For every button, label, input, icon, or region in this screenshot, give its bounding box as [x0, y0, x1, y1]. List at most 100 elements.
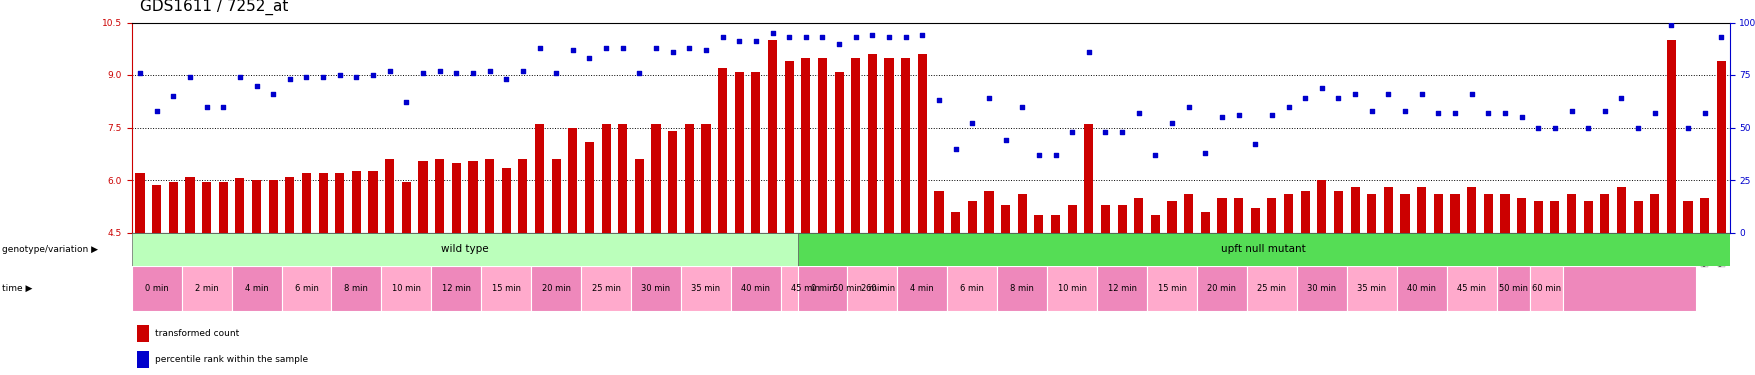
- Point: [1508, 114, 1536, 120]
- Point: [941, 146, 969, 152]
- Bar: [351, 171, 362, 232]
- Text: 10 min: 10 min: [391, 284, 421, 293]
- Bar: [1499, 194, 1509, 232]
- Bar: [251, 180, 261, 232]
- Bar: [1367, 194, 1376, 232]
- Bar: [1316, 180, 1325, 232]
- Text: 60 min: 60 min: [865, 284, 895, 293]
- Bar: [934, 190, 942, 232]
- Point: [142, 108, 170, 114]
- Point: [1706, 34, 1734, 40]
- Text: 12 min: 12 min: [1107, 284, 1135, 293]
- Point: [1606, 95, 1634, 101]
- Bar: [535, 124, 544, 232]
- Point: [358, 72, 386, 78]
- Bar: [530, 266, 581, 311]
- Bar: [834, 72, 842, 232]
- Bar: [618, 124, 627, 232]
- Point: [1123, 110, 1151, 116]
- Text: 2 min: 2 min: [860, 284, 885, 293]
- Point: [841, 34, 869, 40]
- Bar: [1300, 190, 1309, 232]
- Text: 8 min: 8 min: [1009, 284, 1034, 293]
- Bar: [1150, 215, 1160, 232]
- Point: [591, 45, 620, 51]
- Bar: [186, 177, 195, 232]
- Bar: [848, 266, 897, 311]
- Bar: [985, 190, 993, 232]
- Bar: [1650, 194, 1658, 232]
- Point: [242, 82, 270, 88]
- Point: [1025, 152, 1053, 158]
- Bar: [469, 161, 477, 232]
- Point: [1274, 104, 1302, 110]
- Text: 25 min: 25 min: [591, 284, 620, 293]
- Bar: [435, 159, 444, 232]
- Text: 2 min: 2 min: [195, 284, 218, 293]
- Bar: [767, 40, 777, 232]
- Point: [1092, 129, 1120, 135]
- Bar: [484, 159, 493, 232]
- Bar: [232, 266, 281, 311]
- Point: [725, 38, 753, 44]
- Bar: [784, 61, 793, 232]
- Bar: [1416, 187, 1425, 232]
- Point: [491, 76, 519, 82]
- Bar: [1267, 198, 1276, 232]
- Bar: [153, 185, 161, 232]
- Point: [525, 45, 553, 51]
- Text: 30 min: 30 min: [1306, 284, 1336, 293]
- Bar: [997, 266, 1046, 311]
- Point: [1174, 104, 1202, 110]
- Point: [276, 76, 304, 82]
- Bar: [1529, 266, 1562, 311]
- Bar: [1550, 201, 1558, 232]
- Point: [642, 45, 670, 51]
- Text: 15 min: 15 min: [491, 284, 521, 293]
- Text: 50 min: 50 min: [1499, 284, 1527, 293]
- Bar: [1400, 194, 1409, 232]
- Point: [1257, 112, 1285, 118]
- Point: [458, 70, 486, 76]
- Bar: [1532, 201, 1543, 232]
- Point: [542, 70, 570, 76]
- Point: [958, 120, 986, 126]
- Point: [409, 70, 437, 76]
- Point: [758, 30, 786, 36]
- Bar: [1097, 266, 1146, 311]
- Bar: [1234, 198, 1243, 232]
- Point: [1007, 104, 1035, 110]
- Bar: [518, 159, 526, 232]
- Bar: [863, 266, 897, 311]
- Bar: [1450, 194, 1458, 232]
- Bar: [551, 159, 560, 232]
- Bar: [1346, 266, 1395, 311]
- Bar: [700, 124, 711, 232]
- Bar: [1167, 201, 1176, 232]
- Bar: [630, 266, 681, 311]
- Point: [126, 70, 154, 76]
- Point: [1190, 150, 1218, 156]
- Text: 45 min: 45 min: [1457, 284, 1485, 293]
- Bar: [318, 173, 328, 232]
- Point: [1623, 124, 1651, 130]
- Point: [1441, 110, 1469, 116]
- Point: [1074, 49, 1102, 55]
- Bar: [1446, 266, 1495, 311]
- Point: [209, 104, 237, 110]
- Bar: [302, 173, 311, 232]
- Text: 45 min: 45 min: [792, 284, 820, 293]
- Point: [1590, 108, 1618, 114]
- Point: [1408, 91, 1436, 97]
- Point: [1673, 124, 1701, 130]
- Bar: [181, 266, 232, 311]
- Point: [907, 32, 935, 38]
- Bar: [967, 201, 976, 232]
- Point: [691, 47, 720, 53]
- Point: [1457, 91, 1485, 97]
- Bar: [1283, 194, 1292, 232]
- Text: genotype/variation ▶: genotype/variation ▶: [2, 245, 98, 254]
- Bar: [219, 182, 228, 232]
- Point: [558, 47, 586, 53]
- Text: 40 min: 40 min: [741, 284, 770, 293]
